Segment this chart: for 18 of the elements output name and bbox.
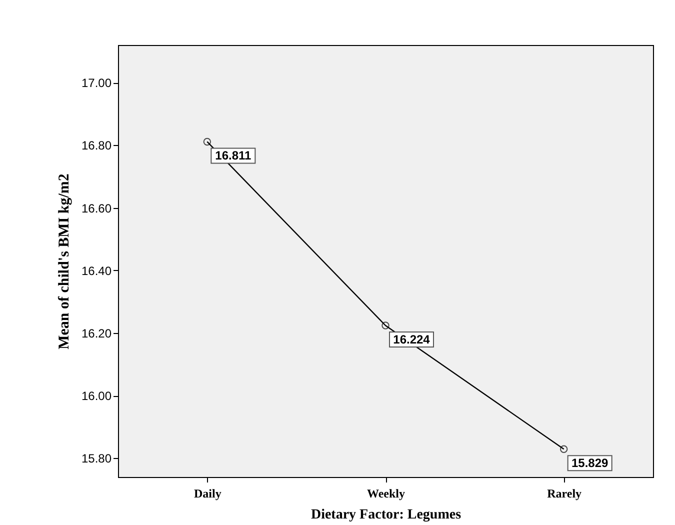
x-tick-label: Rarely xyxy=(547,486,582,500)
y-axis-title: Mean of child's BMI kg/m2 xyxy=(56,174,72,350)
data-label: 16.811 xyxy=(215,148,252,163)
data-label: 16.224 xyxy=(393,332,430,346)
point xyxy=(203,138,212,146)
point xyxy=(382,322,390,330)
y-tick-label: 16.60 xyxy=(81,201,112,216)
x-tick-label: Weekly xyxy=(367,486,405,500)
y-tick-label: 16.80 xyxy=(81,138,112,153)
y-tick-label: 16.00 xyxy=(81,389,112,404)
data-label: 15.829 xyxy=(571,456,609,470)
y-tick-label: 17.00 xyxy=(81,76,112,90)
y-tick-label: 16.20 xyxy=(81,326,112,340)
x-tick-label: Daily xyxy=(194,486,222,500)
y-tick-label: 15.80 xyxy=(81,452,112,466)
x-axis-title: Dietary Factor: Legumes xyxy=(310,508,462,522)
point xyxy=(560,445,568,453)
y-tick-label: 16.40 xyxy=(81,264,112,278)
